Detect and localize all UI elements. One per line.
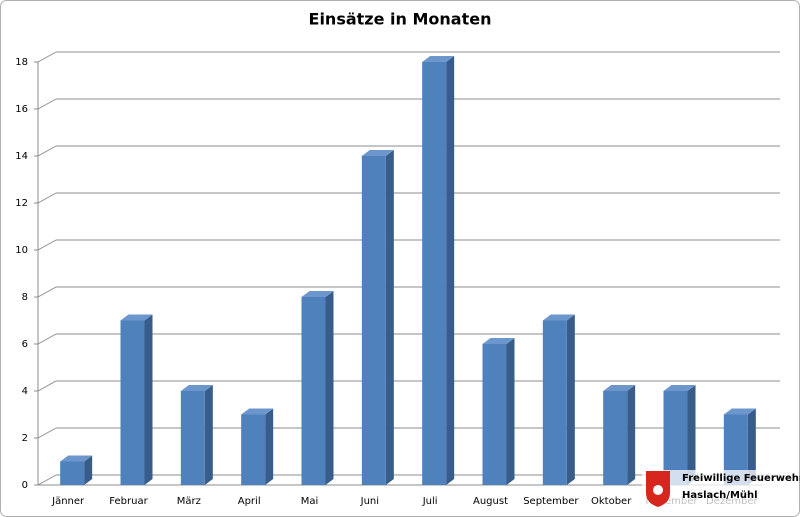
bar-side — [627, 385, 636, 485]
grid-depth — [37, 286, 57, 298]
grid-depth — [37, 98, 57, 110]
grid-depth — [37, 239, 57, 251]
logo: Freiwillige Feuerwehr Haslach/Mühl — [642, 470, 800, 508]
bar — [361, 156, 386, 485]
bar — [180, 391, 205, 485]
bar-top — [361, 150, 394, 156]
logo-line-1: Freiwillige Feuerwehr — [682, 473, 800, 484]
y-tick-label: 0 — [22, 480, 28, 491]
bar — [301, 297, 326, 485]
bar-top — [180, 385, 213, 391]
bar-side — [687, 385, 696, 485]
bar — [241, 414, 266, 485]
bar-side — [566, 314, 575, 485]
grid-depth — [37, 192, 57, 204]
y-tick-label: 12 — [15, 198, 28, 209]
x-tick-label: Februar — [109, 496, 148, 507]
bar-side — [446, 56, 455, 485]
bar-top — [723, 408, 756, 415]
y-tick-label: 10 — [15, 245, 28, 256]
y-tick-label: 2 — [22, 433, 28, 444]
x-tick-label: Mai — [301, 496, 319, 507]
x-tick-label: März — [177, 496, 201, 507]
bar-top — [60, 455, 93, 462]
bar — [422, 62, 447, 485]
logo-emblem — [653, 485, 663, 495]
bar-side — [204, 385, 213, 485]
y-tick-label: 18 — [15, 57, 28, 68]
grid-depth — [37, 145, 57, 157]
bar-top — [120, 314, 153, 321]
logo-line-2: Haslach/Mühl — [682, 490, 758, 501]
bar-side — [747, 408, 756, 485]
bar — [60, 461, 85, 485]
chart-title: Einsätze in Monaten — [309, 10, 492, 29]
x-tick-label: Juli — [422, 496, 438, 507]
bar — [663, 391, 688, 485]
bar-side — [265, 408, 274, 485]
bar-top — [482, 338, 515, 344]
x-tick-label: Juni — [360, 496, 379, 507]
bar — [542, 320, 567, 485]
bar — [120, 320, 145, 485]
bar-top — [422, 56, 455, 62]
grid-depth — [37, 333, 57, 345]
bar — [482, 344, 507, 485]
x-tick-label: August — [473, 496, 508, 507]
grid-depth — [37, 380, 57, 392]
bar-side — [325, 291, 334, 485]
y-tick-label: 16 — [15, 104, 28, 115]
bar-top — [603, 385, 636, 391]
bar-side — [144, 314, 153, 485]
x-tick-label: April — [238, 496, 261, 507]
bar-top — [663, 385, 696, 391]
bar-side — [385, 150, 394, 485]
y-tick-label: 4 — [22, 386, 28, 397]
y-tick-label: 14 — [15, 151, 28, 162]
y-tick-label: 8 — [22, 292, 28, 303]
grid-depth — [37, 474, 57, 486]
bar-top — [542, 314, 575, 321]
bar — [603, 391, 628, 485]
x-tick-label: September — [523, 496, 579, 507]
y-tick-label: 6 — [22, 339, 28, 350]
bar-side — [506, 338, 515, 485]
x-tick-label: Oktober — [591, 496, 632, 507]
bar-top — [241, 408, 274, 415]
bar-top — [301, 291, 334, 297]
x-tick-label: Jänner — [51, 496, 85, 507]
grid-depth — [37, 427, 57, 439]
grid-depth — [37, 51, 57, 63]
bar-side — [84, 455, 93, 485]
